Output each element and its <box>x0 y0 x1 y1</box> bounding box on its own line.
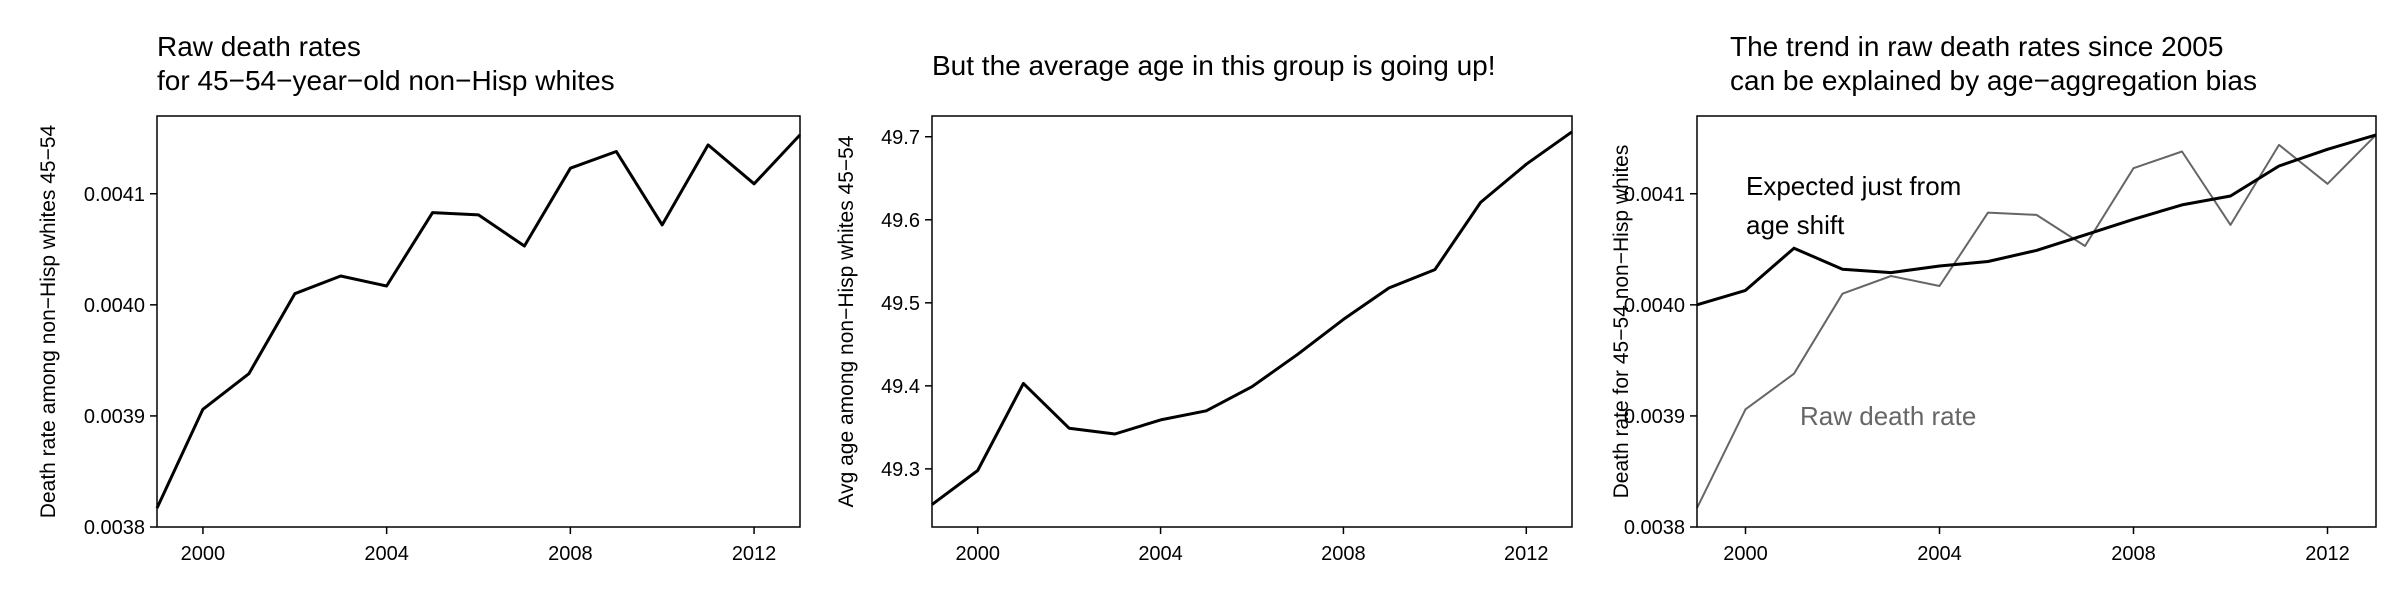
series-annotation: Expected just from <box>1746 171 1961 201</box>
plot-frame <box>1696 115 2377 528</box>
series-annotation: age shift <box>1746 210 1845 240</box>
y-tick-label: 49.5 <box>881 293 920 315</box>
chart-title: But the average age in this group is goi… <box>932 50 1496 81</box>
y-tick-label: 0.0040 <box>1624 295 1685 317</box>
y-tick-label: 0.0041 <box>84 184 145 206</box>
x-tick-label: 2012 <box>2305 543 2350 565</box>
x-tick-label: 2008 <box>548 543 593 565</box>
y-axis-label: Death rate among non−Hisp whites 45−54 <box>37 124 60 518</box>
x-tick-label: 2012 <box>1504 543 1549 565</box>
y-tick-label: 49.6 <box>881 210 920 232</box>
series-line <box>155 133 802 509</box>
y-tick-label: 49.3 <box>881 459 920 481</box>
y-axis-label: Death rate for 45−54 non−Hisp whites <box>1610 145 1633 499</box>
chart-title: for 45−54−year−old non−Hisp whites <box>157 65 615 96</box>
y-tick-label: 49.4 <box>881 376 920 398</box>
x-tick-label: 2012 <box>732 543 777 565</box>
y-tick-label: 0.0038 <box>84 517 145 539</box>
y-tick-label: 0.0038 <box>1624 517 1685 539</box>
x-tick-label: 2004 <box>1138 543 1183 565</box>
series-line <box>1696 133 2377 307</box>
y-axis-label: Avg age among non−Hisp whites 45−54 <box>835 135 858 507</box>
y-tick-label: 0.0039 <box>84 406 145 428</box>
y-tick-label: 49.7 <box>881 127 920 149</box>
chart-title: can be explained by age−aggregation bias <box>1730 65 2257 96</box>
y-tick-label: 0.0039 <box>1624 406 1685 428</box>
plot-frame <box>931 115 1573 528</box>
x-tick-label: 2008 <box>2111 543 2156 565</box>
x-tick-label: 2000 <box>1723 543 1768 565</box>
y-tick-label: 0.0041 <box>1624 184 1685 206</box>
series-annotation: Raw death rate <box>1800 401 1976 431</box>
chart-title: The trend in raw death rates since 2005 <box>1730 31 2223 62</box>
x-tick-label: 2008 <box>1321 543 1366 565</box>
x-tick-label: 2004 <box>1917 543 1962 565</box>
x-tick-label: 2000 <box>955 543 1000 565</box>
y-tick-label: 0.0040 <box>84 295 145 317</box>
chart-title: Raw death rates <box>157 31 361 62</box>
series-line <box>1696 134 2377 509</box>
x-tick-label: 2000 <box>181 543 226 565</box>
series-line <box>931 130 1573 506</box>
plot-frame <box>156 115 801 528</box>
x-tick-label: 2004 <box>364 543 409 565</box>
